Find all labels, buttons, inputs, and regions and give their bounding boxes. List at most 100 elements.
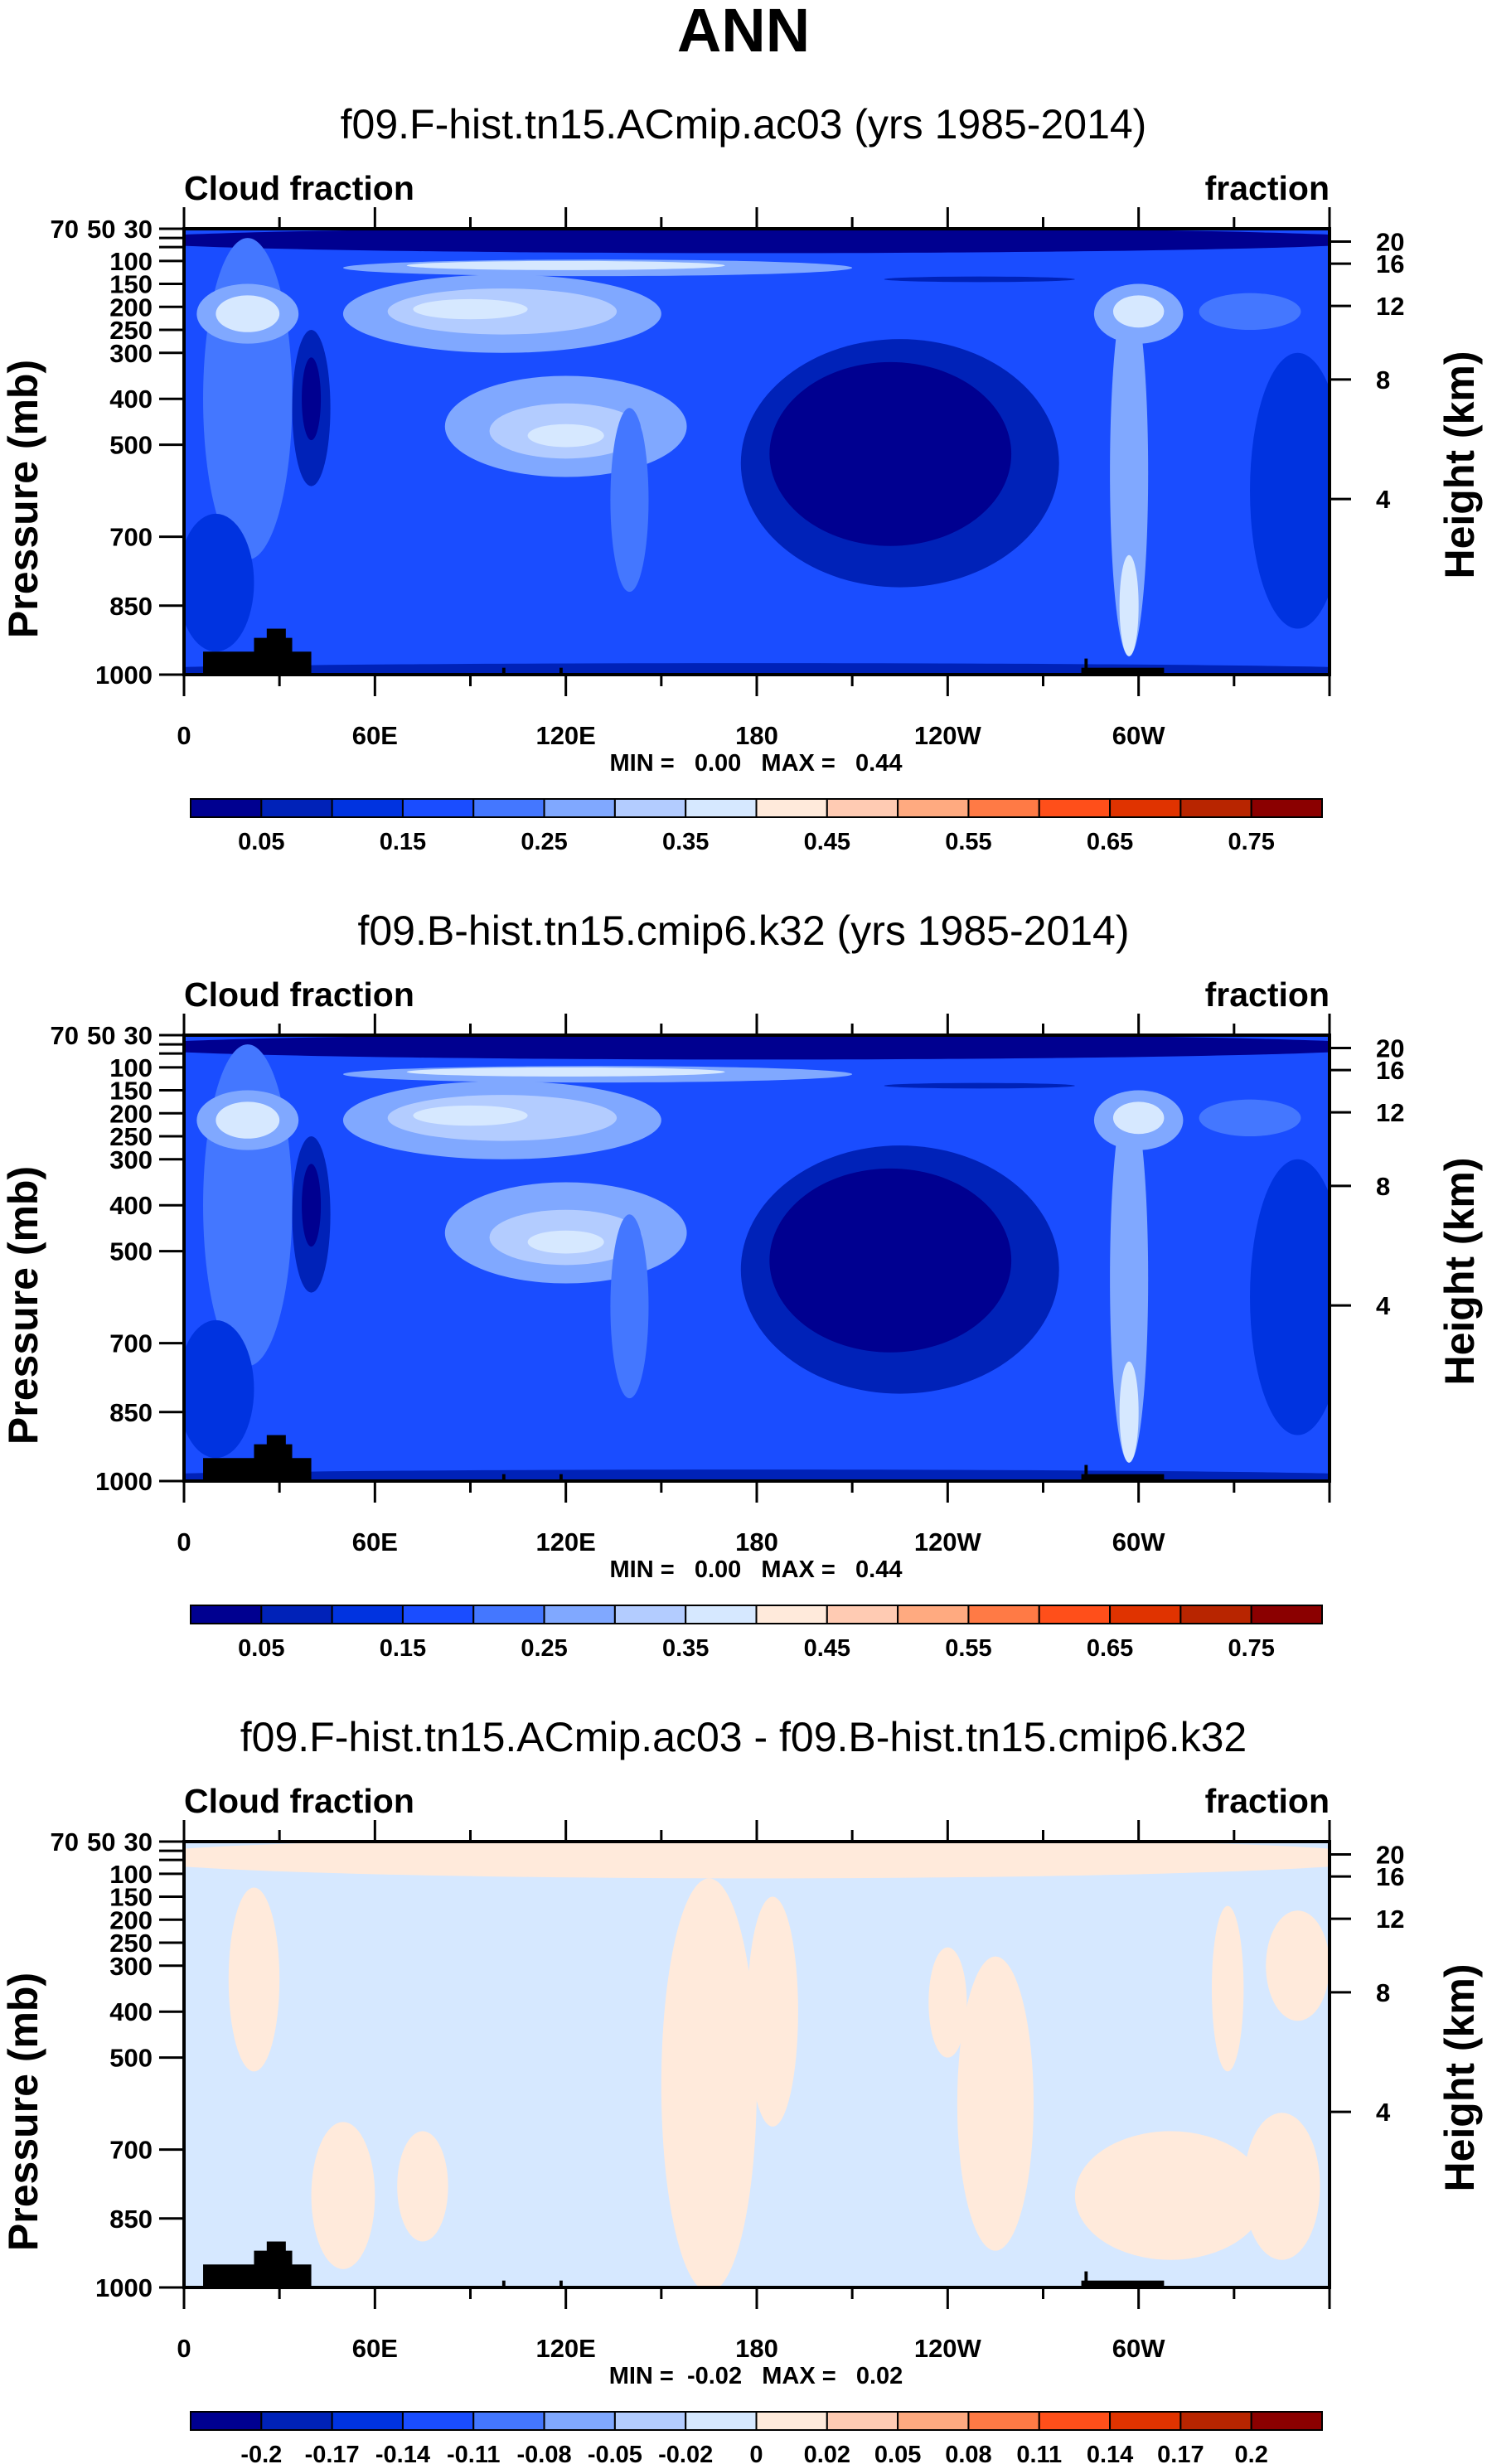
colorbar-swatch [1038,1605,1112,1624]
y-tick-label: 30 [124,215,153,244]
colorbar-swatch [401,2411,475,2431]
height-tick-label: 20 [1376,1841,1404,1870]
contour-region [1266,1910,1330,2021]
colorbar-label: 0.25 [521,1635,567,1662]
colorbar-swatch [685,798,758,818]
contour-region [1211,1905,1244,2072]
contour-region [884,276,1075,283]
colorbar-label: 0.75 [1228,1635,1274,1662]
y-tick-label: 500 [109,1237,153,1266]
contour-region [228,1887,280,2072]
contour-region [406,1067,725,1077]
y-tick-label: 400 [109,1997,153,2026]
contour-region [884,1082,1075,1089]
x-tick-label: 180 [735,1527,778,1556]
x-tick-label: 0 [177,2334,191,2363]
panel-title: f09.F-hist.tn15.ACmip.ac03 - f09.B-hist.… [240,1714,1247,1760]
colorbar-swatch [260,2411,333,2431]
y-tick-label: 400 [109,385,153,414]
min-max-label: MIN = 0.00 MAX = 0.44 [610,750,903,777]
colorbar-label: 0.05 [874,2442,921,2464]
variable-label: Cloud fraction [184,975,414,1014]
colorbar-swatch [1179,2411,1252,2431]
panel-2: f09.B-hist.tn15.cmip6.k32 (yrs 1985-2014… [0,908,1483,1662]
y-tick-label: 100 [109,247,153,276]
colorbar-swatch [543,798,616,818]
x-tick-label: 0 [177,721,191,750]
panel-title: f09.B-hist.tn15.cmip6.k32 (yrs 1985-2014… [357,908,1129,954]
colorbar-swatch [755,1605,828,1624]
colorbar-swatch [826,2411,899,2431]
contour-region [527,424,604,448]
colorbar-label: 0.25 [521,829,567,855]
height-tick-label: 20 [1376,228,1404,257]
colorbar-label: -0.17 [305,2442,360,2464]
units-label: fraction [1205,169,1330,207]
colorbar-swatch [826,798,899,818]
contour-region [184,1319,254,1459]
x-tick-label: 60W [1112,2334,1165,2363]
y-axis-title: Pressure (mb) [0,1973,46,2251]
y-tick-label: 300 [109,339,153,368]
topography-mask [559,667,563,675]
colorbar-swatch [613,2411,687,2431]
x-tick-label: 120E [535,2334,595,2363]
colorbar-label: -0.14 [375,2442,430,2464]
colorbar-swatch [331,1605,404,1624]
colorbar-swatch [1250,2411,1323,2431]
colorbar-label: 0.2 [1235,2442,1268,2464]
panel-1: f09.F-hist.tn15.ACmip.ac03 (yrs 1985-201… [0,101,1483,855]
contour-region [1074,2131,1267,2260]
colorbar-label: 0.45 [804,1635,850,1662]
contour-region [184,663,1330,675]
contour-region [184,229,1330,254]
contour-region [216,1101,280,1139]
height-tick-label: 16 [1376,1056,1404,1085]
contour-region [610,408,649,593]
contour-region [184,1469,1330,1481]
y-tick-label: 700 [109,1329,153,1358]
y-tick-label: 200 [109,293,153,322]
topography-mask [266,628,286,675]
colorbar-swatch [826,1605,899,1624]
y-tick-label: 200 [109,1099,153,1128]
colorbar-swatch [755,2411,828,2431]
height-tick-label: 4 [1376,2098,1391,2127]
colorbar-swatch [401,1605,475,1624]
contour-region [413,298,528,320]
topography-mask [266,2241,286,2287]
topography-mask [501,1474,506,1481]
y-tick-label: 30 [124,1827,153,1856]
colorbar-label: 0 [749,2442,763,2464]
colorbar-swatch [260,798,333,818]
height-tick-label: 4 [1376,1291,1391,1320]
contour-region [527,1230,604,1254]
contour-region [184,1035,1330,1060]
y-tick-label: 70 [51,1021,79,1050]
topography-mask [1081,667,1165,675]
y-tick-label: 150 [109,1077,153,1106]
colorbar-swatch [685,1605,758,1624]
colorbar-swatch [1109,798,1182,818]
contour-region [413,1105,528,1126]
y-tick-label: 850 [109,592,153,621]
y-tick-label: 50 [87,1021,115,1050]
x-tick-label: 120E [535,721,595,750]
y-tick-label: 50 [87,1827,115,1856]
contour-region [397,2131,448,2242]
x-tick-label: 120W [914,721,982,750]
colorbar-label: 0.08 [945,2442,991,2464]
colorbar-label: 0.55 [945,829,991,855]
colorbar-swatch [543,1605,616,1624]
colorbar-label: -0.02 [658,2442,713,2464]
colorbar-swatch [260,1605,333,1624]
topography-mask [501,2280,506,2287]
colorbar-swatch [1038,2411,1112,2431]
colorbar-label: 0.05 [238,1635,284,1662]
contour-region [747,1896,798,2127]
y-axis-right-title: Height (km) [1436,1964,1483,2192]
height-tick-label: 12 [1376,1905,1404,1934]
y-tick-label: 250 [109,1929,153,1958]
topography-mask [266,1435,286,1481]
